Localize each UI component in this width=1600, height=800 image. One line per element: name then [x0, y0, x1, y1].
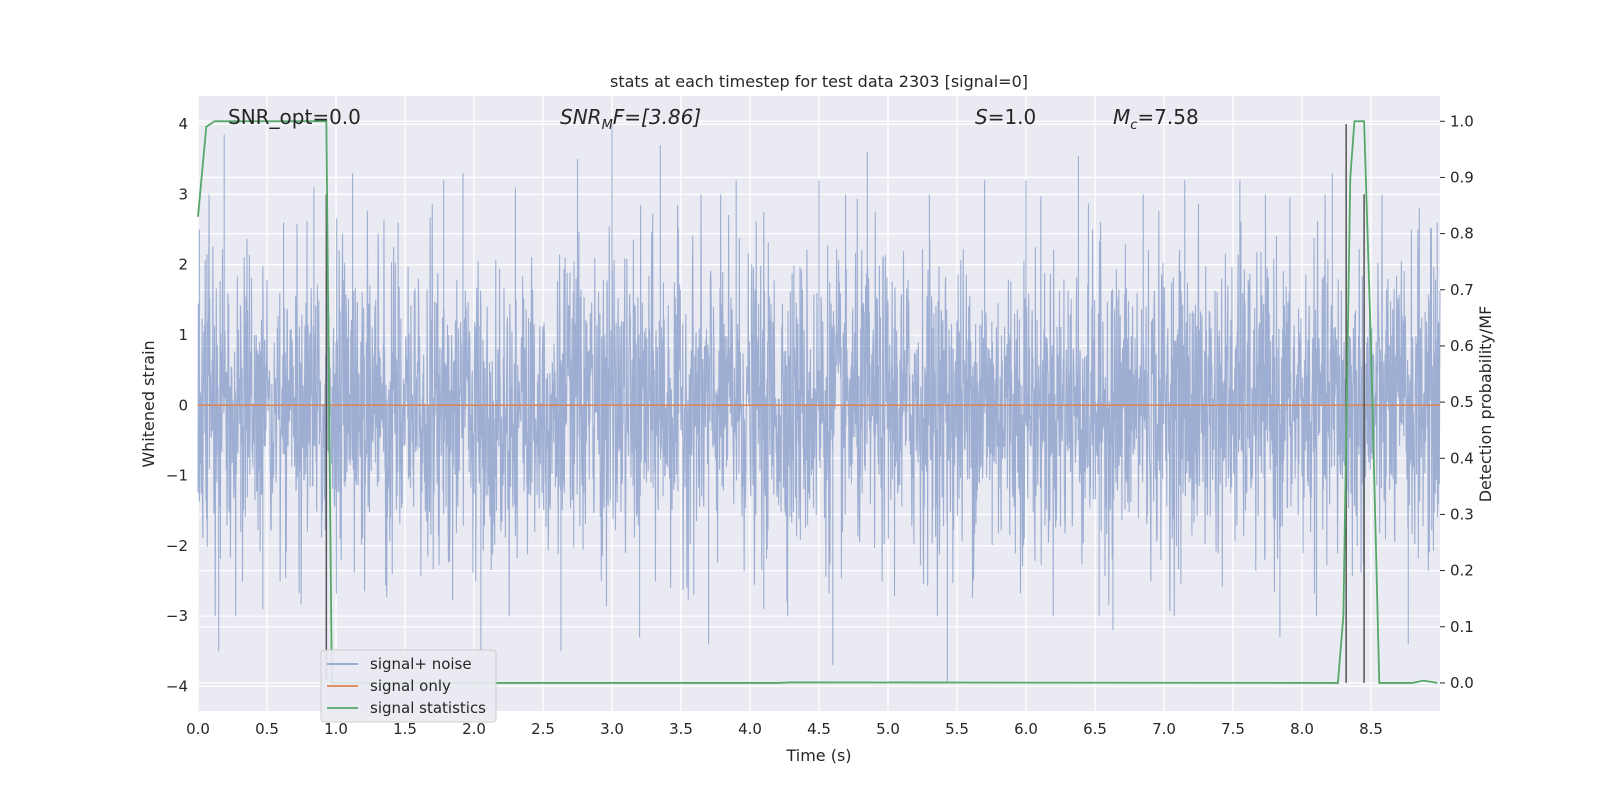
y-right-tick-label: 0.0 [1450, 674, 1474, 692]
y-right-tick-label: 0.6 [1450, 337, 1474, 355]
y-right-tick-label: 0.2 [1450, 562, 1474, 580]
x-tick-label: 6.5 [1083, 720, 1107, 738]
y-tick-label: −1 [166, 467, 188, 485]
x-tick-label: 6.0 [1014, 720, 1038, 738]
signal-statistics-line [197, 120, 1438, 684]
y-right-tick-label: 0.8 [1450, 225, 1474, 243]
series-signal-noise [197, 124, 1441, 683]
y-tick-label: 2 [178, 256, 188, 274]
y-right-tick-label: 1.0 [1450, 112, 1474, 130]
x-tick-label: 7.5 [1221, 720, 1245, 738]
legend-label-signal-only: signal only [370, 677, 451, 695]
x-tick-label: 8.5 [1359, 720, 1383, 738]
x-tick-label: 0.5 [255, 720, 279, 738]
x-tick-label: 4.5 [807, 720, 831, 738]
y-tick-label: −3 [166, 607, 188, 625]
signal-noise-line [197, 124, 1441, 683]
y-tick-label: −4 [166, 677, 188, 695]
y-tick-label: 1 [178, 326, 188, 344]
y-right-tick-label: 0.3 [1450, 505, 1474, 523]
annotation-s: S=1.0 [975, 105, 1036, 129]
x-tick-label: 3.0 [600, 720, 624, 738]
y-right-axis-label: Detection probability/MF [1476, 306, 1495, 503]
annotation-snr-mf: SNRMF=[3.86] [560, 105, 701, 133]
x-tick-label: 1.0 [324, 720, 348, 738]
series-signal-statistics [197, 120, 1438, 684]
x-axis-label: Time (s) [785, 746, 851, 765]
x-tick-label: 3.5 [669, 720, 693, 738]
x-tick-label: 2.5 [531, 720, 555, 738]
y-tick-labels: −4 −3 −2 −1 0 1 2 3 4 [166, 115, 188, 695]
x-tick-label: 1.5 [393, 720, 417, 738]
y-tick-label: 0 [178, 396, 188, 414]
x-tick-label: 7.0 [1152, 720, 1176, 738]
annotation-mc: Mc=7.58 [1113, 105, 1199, 133]
x-tick-label: 4.0 [738, 720, 762, 738]
legend-box [320, 649, 497, 723]
y-right-tick-label: 0.1 [1450, 618, 1474, 636]
legend-label-signal-noise: signal+ noise [370, 655, 472, 673]
x-tick-label: 8.0 [1290, 720, 1314, 738]
legend-label-signal-statistics: signal statistics [370, 699, 486, 717]
y-tick-label: 3 [178, 185, 188, 203]
x-tick-label: 5.0 [876, 720, 900, 738]
chart-title: stats at each timestep for test data 230… [610, 72, 1028, 91]
y-right-tick-label: 0.4 [1450, 449, 1474, 467]
y-right-tick-label: 0.9 [1450, 168, 1474, 186]
x-tick-label: 0.0 [186, 720, 210, 738]
y-tick-label: 4 [178, 115, 188, 133]
x-tick-label: 5.5 [945, 720, 969, 738]
legend: signal+ noise signal only signal statist… [320, 649, 497, 723]
x-tick-labels: 0.0 0.5 1.0 1.5 2.0 2.5 3.0 3.5 4.0 4.5 5.0 5.5 6.0 6… [186, 720, 1383, 738]
y-tick-label: −2 [166, 537, 188, 555]
y-right-tick-labels: 0.0 0.1 0.2 0.3 0.4 0.5 0.6 0.7 0.8 0.9 1.0 [1440, 112, 1474, 692]
y-right-tick-label: 0.5 [1450, 393, 1474, 411]
y-right-tick-label: 0.7 [1450, 281, 1474, 299]
x-tick-label: 2.0 [462, 720, 486, 738]
annotation-snr-opt: SNR_opt=0.0 [228, 105, 361, 129]
y-axis-label: Whitened strain [139, 340, 158, 467]
